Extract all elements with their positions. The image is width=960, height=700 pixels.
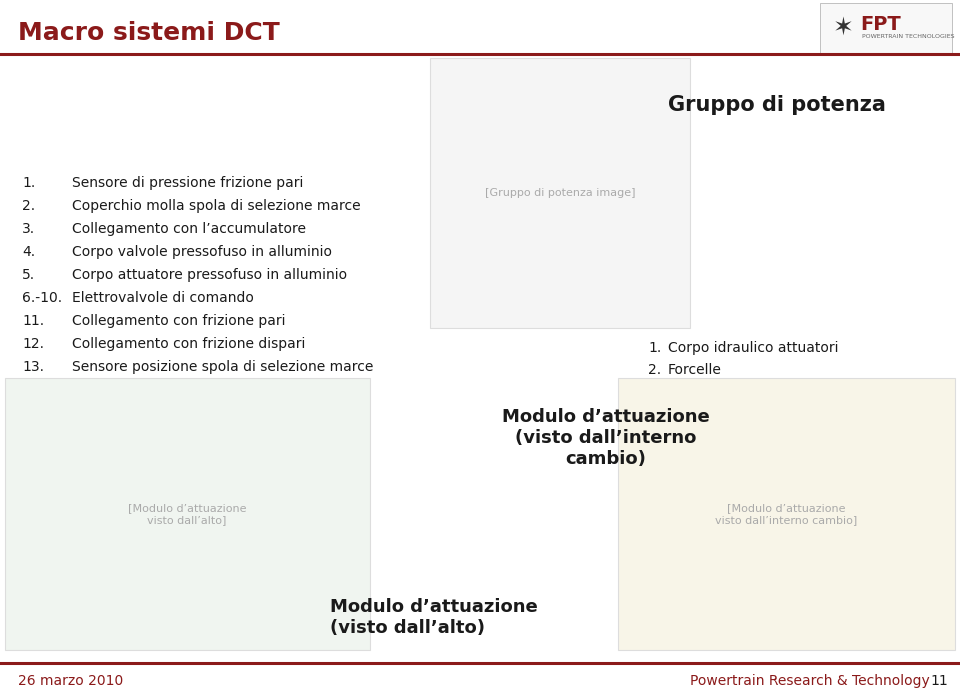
Text: POWERTRAIN TECHNOLOGIES: POWERTRAIN TECHNOLOGIES (862, 34, 954, 38)
Text: 12.: 12. (22, 337, 44, 351)
Text: Modulo d’attuazione
(visto dall’alto): Modulo d’attuazione (visto dall’alto) (330, 598, 538, 637)
Text: Coperchio molla spola di selezione marce: Coperchio molla spola di selezione marce (72, 199, 361, 213)
Text: [Gruppo di potenza image]: [Gruppo di potenza image] (485, 188, 636, 198)
Text: FPT: FPT (860, 15, 900, 34)
Text: Corpo valvole pressofuso in alluminio: Corpo valvole pressofuso in alluminio (72, 245, 332, 259)
Bar (5, 378, 370, 650)
Text: Sensore posizione spola di selezione marce: Sensore posizione spola di selezione mar… (72, 360, 373, 374)
Text: Corpo attuatore pressofuso in alluminio: Corpo attuatore pressofuso in alluminio (72, 268, 348, 282)
Text: Macro sistemi DCT: Macro sistemi DCT (18, 21, 279, 45)
Text: 6.-10.: 6.-10. (22, 291, 62, 305)
Text: Modulo d’attuazione
(visto dall’interno
cambio): Modulo d’attuazione (visto dall’interno … (502, 408, 709, 468)
Text: 2.: 2. (648, 363, 661, 377)
Text: Gruppo di potenza: Gruppo di potenza (668, 95, 886, 115)
Text: 1.: 1. (22, 176, 36, 190)
Text: Powertrain Research & Technology: Powertrain Research & Technology (690, 674, 929, 688)
Text: 2.: 2. (22, 199, 36, 213)
Text: 13.: 13. (22, 360, 44, 374)
Text: [Modulo d’attuazione
visto dall’interno cambio]: [Modulo d’attuazione visto dall’interno … (715, 503, 857, 525)
Text: 1.: 1. (648, 341, 661, 355)
Text: 3.: 3. (22, 222, 36, 236)
Bar (820, 3, 952, 53)
Text: 5.: 5. (22, 268, 36, 282)
Text: Sensore di pressione frizione pari: Sensore di pressione frizione pari (72, 176, 303, 190)
Text: Collegamento con frizione pari: Collegamento con frizione pari (72, 314, 285, 328)
Text: Elettrovalvole di comando: Elettrovalvole di comando (72, 291, 253, 305)
Text: 11: 11 (930, 674, 948, 688)
Text: 26 marzo 2010: 26 marzo 2010 (18, 674, 123, 688)
Text: Forcelle: Forcelle (668, 363, 722, 377)
Text: Collegamento con l’accumulatore: Collegamento con l’accumulatore (72, 222, 306, 236)
Bar (618, 378, 955, 650)
Text: ✶: ✶ (833, 16, 854, 40)
Text: 4.: 4. (22, 245, 36, 259)
Bar (430, 58, 690, 328)
Text: 11.: 11. (22, 314, 44, 328)
Text: Collegamento con frizione dispari: Collegamento con frizione dispari (72, 337, 305, 351)
Text: [Modulo d’attuazione
visto dall’alto]: [Modulo d’attuazione visto dall’alto] (128, 503, 247, 525)
Text: Corpo idraulico attuatori: Corpo idraulico attuatori (668, 341, 838, 355)
